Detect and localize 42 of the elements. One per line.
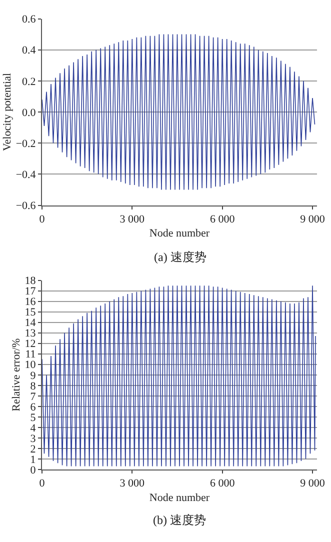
y-tick-label: −0.6 xyxy=(16,200,36,212)
y-tick-label: 14 xyxy=(24,317,36,330)
y-tick-label: 0.4 xyxy=(22,44,36,57)
y-axis-title: Velocity potential xyxy=(1,73,14,151)
x-tick-label: 9 000 xyxy=(300,478,326,490)
line-series xyxy=(42,34,316,190)
line-series xyxy=(42,285,316,467)
y-tick-label: 1 xyxy=(30,454,36,466)
y-tick-label: 2 xyxy=(30,443,36,456)
y-axis-title: Relative error/% xyxy=(10,338,22,412)
y-tick-label: 13 xyxy=(24,328,36,340)
y-tick-label: 9 xyxy=(30,370,36,382)
y-tick-label: 6 xyxy=(30,401,36,414)
y-tick-label: 3 xyxy=(30,432,36,445)
y-tick-label: 5 xyxy=(30,412,36,424)
x-tick-label: 3 000 xyxy=(120,213,146,226)
y-tick-label: 4 xyxy=(30,422,36,434)
y-tick-label: 17 xyxy=(24,286,36,298)
y-tick-label: 0.0 xyxy=(22,106,36,119)
x-axis-title: Node number xyxy=(149,228,210,240)
y-tick-label: 0.2 xyxy=(22,76,36,88)
y-tick-label: −0.4 xyxy=(16,169,36,182)
x-tick-label: 0 xyxy=(39,478,46,490)
y-tick-label: 16 xyxy=(24,296,36,308)
y-tick-label: −0.2 xyxy=(16,138,36,150)
y-tick-label: 0 xyxy=(30,464,36,476)
y-tick-label: 10 xyxy=(24,359,36,372)
y-tick-label: 7 xyxy=(30,390,36,403)
x-tick-label: 6 000 xyxy=(210,478,236,490)
y-tick-label: 11 xyxy=(25,348,36,361)
text: (b) 速度势 xyxy=(153,513,206,527)
x-tick-label: 3 000 xyxy=(120,478,146,490)
x-tick-label: 9 000 xyxy=(300,213,326,226)
text: (a) 速度势 xyxy=(154,250,206,264)
x-tick-label: 6 000 xyxy=(210,213,236,226)
y-tick-label: 18 xyxy=(24,275,36,288)
y-tick-label: 0.6 xyxy=(22,14,36,26)
y-tick-label: 15 xyxy=(24,306,36,319)
x-tick-label: 0 xyxy=(39,213,46,226)
y-tick-label: 8 xyxy=(30,380,36,392)
x-axis-title: Node number xyxy=(149,492,210,504)
y-tick-label: 12 xyxy=(24,338,36,350)
